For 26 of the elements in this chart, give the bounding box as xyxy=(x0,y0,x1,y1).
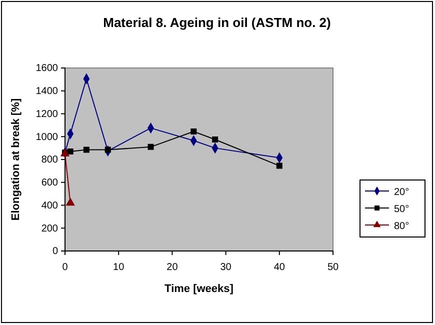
x-tick-label: 40 xyxy=(274,262,286,273)
x-tick-label: 50 xyxy=(327,262,339,273)
legend-label: 20° xyxy=(394,187,410,198)
y-tick-label: 600 xyxy=(41,178,58,189)
x-tick-label: 20 xyxy=(166,262,178,273)
legend-label: 50° xyxy=(394,204,410,215)
point xyxy=(83,146,90,153)
x-tick-label: 30 xyxy=(220,262,232,273)
y-tick-label: 400 xyxy=(41,200,58,212)
point xyxy=(148,144,154,150)
y-tick-label: 1400 xyxy=(36,86,58,98)
y-tick-label: 1000 xyxy=(36,132,58,143)
y-tick-label: 800 xyxy=(41,154,58,166)
y-tick-label: 1600 xyxy=(36,63,58,74)
x-tick-label: 10 xyxy=(113,262,125,273)
y-axis-title: Elongation at break [%] xyxy=(10,98,22,221)
legend-label: 80° xyxy=(394,221,410,232)
y-tick-label: 0 xyxy=(52,246,58,258)
x-tick-label: 0 xyxy=(62,262,68,273)
point xyxy=(212,136,218,142)
point xyxy=(190,128,197,134)
x-axis-title: Time [weeks] xyxy=(164,283,234,295)
y-tick-label: 1200 xyxy=(36,108,58,120)
y-tick-label: 200 xyxy=(41,223,58,234)
chart-title: Material 8. Ageing in oil (ASTM no. 2) xyxy=(103,15,331,30)
point xyxy=(276,162,282,169)
